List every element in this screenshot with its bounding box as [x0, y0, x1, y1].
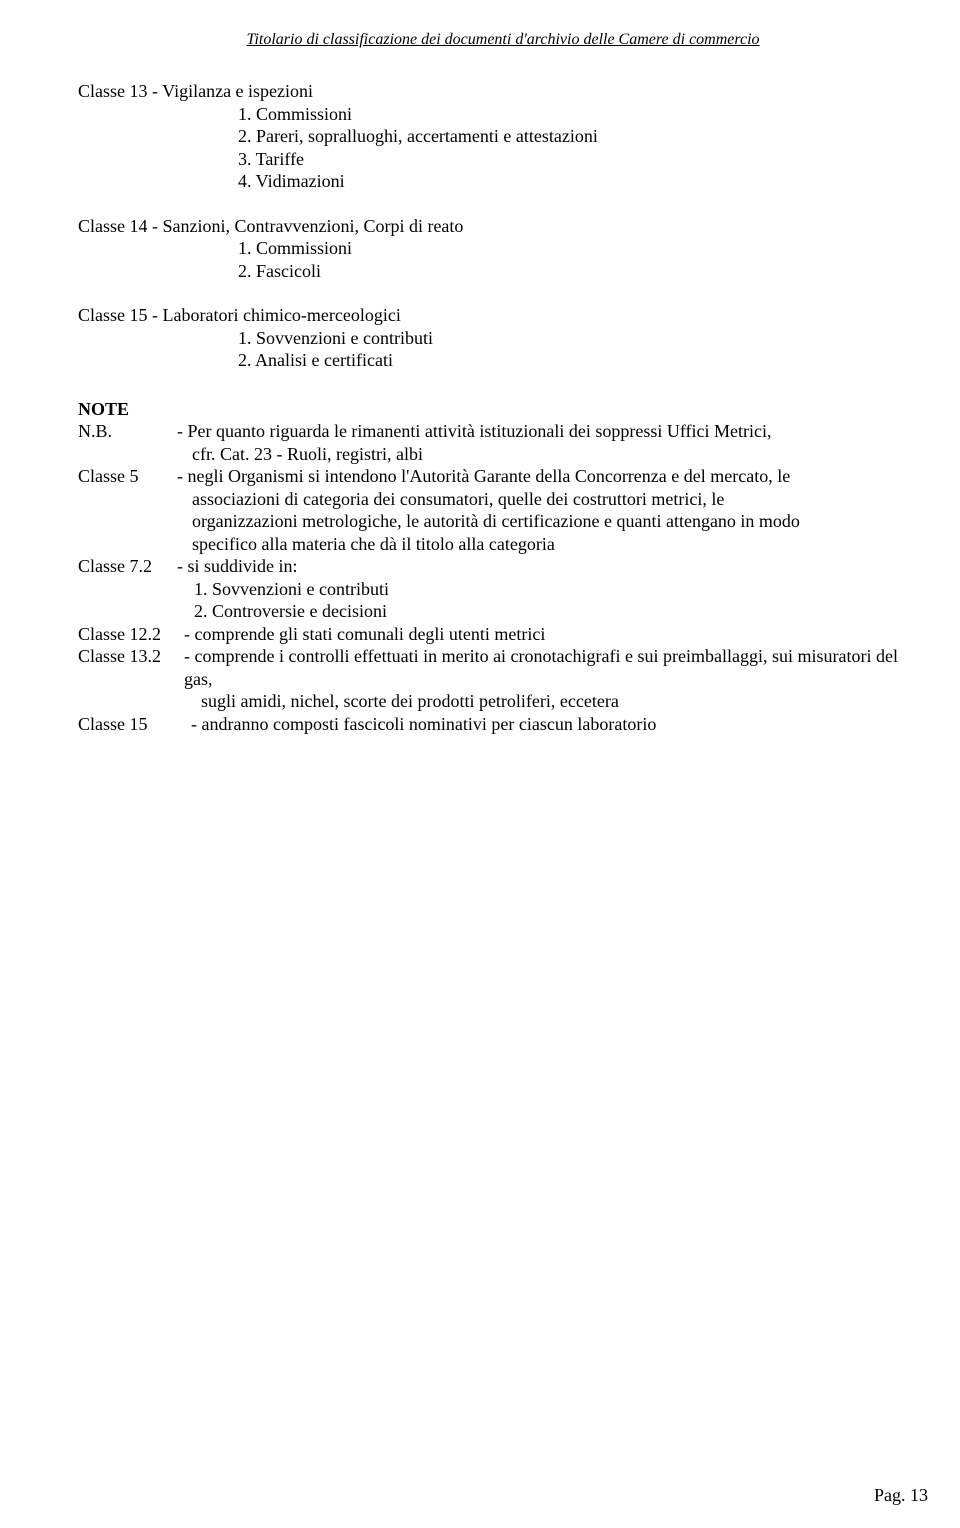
classe-13-block: Classe 13 - Vigilanza e ispezioni 1. Com… [78, 80, 928, 193]
classe-15-block: Classe 15 - Laboratori chimico-merceolog… [78, 304, 928, 372]
note-classe7-2-body: - si suddivide in: [177, 555, 928, 578]
note-classe5-line3: organizzazioni metrologiche, le autorità… [78, 510, 928, 533]
list-item: 3. Tariffe [238, 148, 928, 171]
note-classe5-key: Classe 5 [78, 465, 177, 488]
note-line: - comprende gli stati comunali degli ute… [184, 624, 545, 644]
note-classe13-2-body: - comprende i controlli effettuati in me… [184, 645, 928, 690]
list-item: 1. Commissioni [238, 237, 928, 260]
running-header: Titolario di classificazione dei documen… [78, 30, 928, 50]
note-classe5: Classe 5 - negli Organismi si intendono … [78, 465, 928, 488]
list-item: 1. Commissioni [238, 103, 928, 126]
note-classe13-2-key: Classe 13.2 [78, 645, 184, 668]
note-classe13-2: Classe 13.2 - comprende i controlli effe… [78, 645, 928, 690]
list-item: 4. Vidimazioni [238, 170, 928, 193]
page-footer: Pag. 13 [874, 1484, 928, 1507]
classe-15-items: 1. Sovvenzioni e contributi 2. Analisi e… [78, 327, 928, 372]
list-item: 2. Pareri, sopralluoghi, accertamenti e … [238, 125, 928, 148]
note-classe5-body: - negli Organismi si intendono l'Autorit… [177, 465, 928, 488]
list-item: 1. Sovvenzioni e contributi [194, 578, 928, 601]
note-classe7-2-items: 1. Sovvenzioni e contributi 2. Controver… [78, 578, 928, 623]
note-classe7-2: Classe 7.2 - si suddivide in: [78, 555, 928, 578]
note-line: - Per quanto riguarda le rimanenti attiv… [177, 420, 928, 443]
classe-13-items: 1. Commissioni 2. Pareri, sopralluoghi, … [78, 103, 928, 193]
note-classe15-body: - andranno composti fascicoli nominativi… [191, 713, 928, 736]
note-line: - andranno composti fascicoli nominativi… [191, 714, 656, 734]
note-classe5-line2: associazioni di categoria dei consumator… [78, 488, 928, 511]
notes-heading: NOTE [78, 398, 928, 421]
list-item: 2. Controversie e decisioni [194, 600, 928, 623]
note-classe15: Classe 15 - andranno composti fascicoli … [78, 713, 928, 736]
note-nb-key: N.B. [78, 420, 177, 443]
note-classe13-2-line2: sugli amidi, nichel, scorte dei prodotti… [78, 690, 928, 713]
classe-14-items: 1. Commissioni 2. Fascicoli [78, 237, 928, 282]
list-item: 2. Analisi e certificati [238, 349, 928, 372]
note-classe12-2: Classe 12.2 - comprende gli stati comuna… [78, 623, 928, 646]
note-classe12-2-key: Classe 12.2 [78, 623, 184, 646]
classe-14-label: Classe 14 - Sanzioni, Contravvenzioni, C… [78, 215, 463, 238]
classe-13-row: Classe 13 - Vigilanza e ispezioni [78, 80, 928, 103]
list-item: 2. Fascicoli [238, 260, 928, 283]
classe-13-label: Classe 13 - Vigilanza e ispezioni [78, 80, 313, 103]
note-line: - comprende i controlli effettuati in me… [184, 645, 928, 690]
page: Titolario di classificazione dei documen… [0, 0, 960, 1528]
note-line: - si suddivide in: [177, 556, 298, 576]
note-classe12-2-body: - comprende gli stati comunali degli ute… [184, 623, 928, 646]
classe-15-row: Classe 15 - Laboratori chimico-merceolog… [78, 304, 928, 327]
note-nb: N.B. - Per quanto riguarda le rimanenti … [78, 420, 928, 443]
note-line: - negli Organismi si intendono l'Autorit… [177, 465, 928, 488]
note-classe7-2-key: Classe 7.2 [78, 555, 177, 578]
list-item: 1. Sovvenzioni e contributi [238, 327, 928, 350]
note-nb-line2: cfr. Cat. 23 - Ruoli, registri, albi [78, 443, 928, 466]
note-classe15-key: Classe 15 [78, 713, 191, 736]
classe-14-block: Classe 14 - Sanzioni, Contravvenzioni, C… [78, 215, 928, 283]
note-classe5-line4: specifico alla materia che dà il titolo … [78, 533, 928, 556]
classe-15-label: Classe 15 - Laboratori chimico-merceolog… [78, 304, 401, 327]
classe-14-row: Classe 14 - Sanzioni, Contravvenzioni, C… [78, 215, 928, 238]
note-nb-body: - Per quanto riguarda le rimanenti attiv… [177, 420, 928, 443]
